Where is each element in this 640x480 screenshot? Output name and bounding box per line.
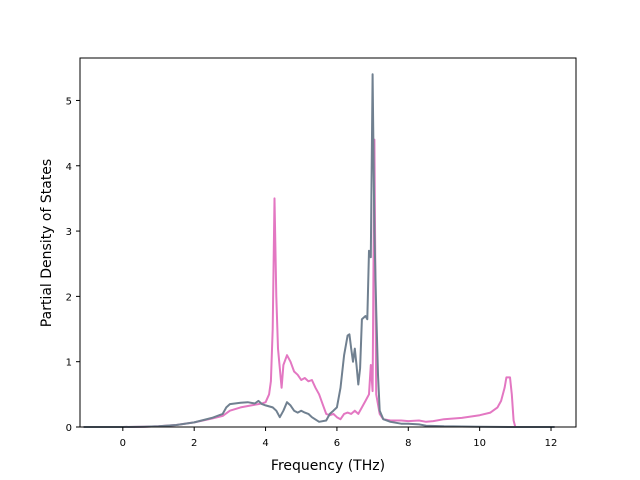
x-axis-label: Frequency (THz) <box>271 458 385 474</box>
y-axis-label: Partial Density of States <box>39 159 55 327</box>
x-tick-label: 8 <box>405 438 411 449</box>
x-tick-label: 0 <box>120 438 126 449</box>
series-line-2 <box>83 73 555 428</box>
y-tick-label: 0 <box>66 423 72 434</box>
x-tick-label: 2 <box>191 438 197 449</box>
plot-frame <box>79 57 577 428</box>
y-axis: 0 1 2 3 4 5 <box>66 96 80 434</box>
y-tick-label: 4 <box>66 162 72 173</box>
y-tick-label: 1 <box>66 358 72 369</box>
y-tick-label: 2 <box>66 292 72 303</box>
plot-background <box>80 58 576 427</box>
x-axis: 0 2 4 6 8 10 12 <box>120 427 558 449</box>
x-tick-label: 12 <box>545 438 558 449</box>
series-layer <box>83 73 555 428</box>
x-tick-label: 6 <box>334 438 340 449</box>
y-tick-label: 3 <box>66 227 72 238</box>
y-tick-label: 5 <box>66 96 72 107</box>
x-tick-label: 4 <box>262 438 268 449</box>
x-tick-label: 10 <box>473 438 486 449</box>
series-line-1 <box>83 138 555 428</box>
